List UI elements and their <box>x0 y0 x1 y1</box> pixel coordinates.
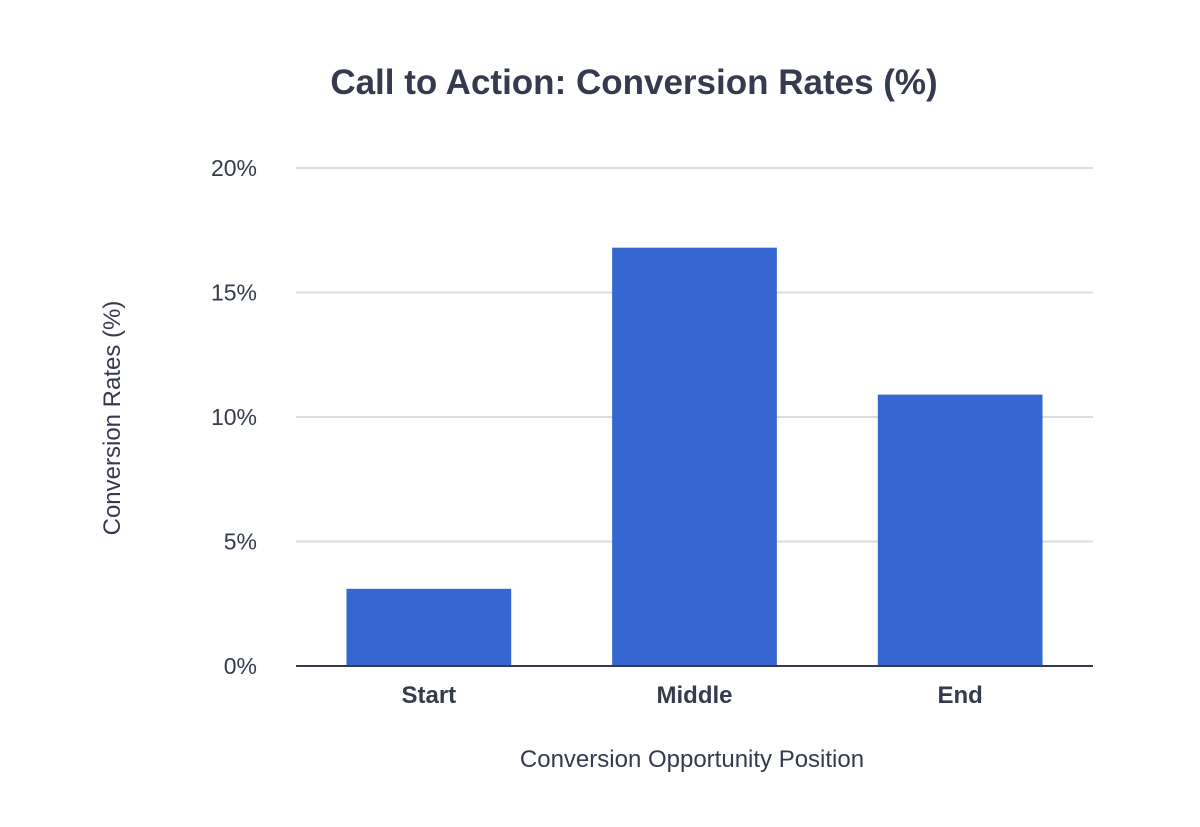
x-axis-label: Conversion Opportunity Position <box>520 746 864 773</box>
y-tick-label: 10% <box>211 404 257 430</box>
y-tick-label: 0% <box>224 653 257 679</box>
bars <box>346 247 1043 666</box>
x-axis-ticks: Start Middle End <box>401 682 982 709</box>
chart-title: Call to Action: Conversion Rates (%) <box>330 63 937 102</box>
y-tick-label: 5% <box>224 529 257 555</box>
bar-middle <box>612 247 777 666</box>
y-tick-label: 20% <box>211 155 257 181</box>
x-tick-label: End <box>938 682 983 709</box>
bar-start <box>346 588 512 666</box>
bar-end <box>877 394 1043 666</box>
x-tick-label: Start <box>401 682 456 709</box>
y-tick-label: 15% <box>211 280 257 306</box>
y-axis-label: Conversion Rates (%) <box>99 301 126 536</box>
y-axis-ticks: 0% 5% 10% 15% 20% <box>211 155 257 679</box>
x-tick-label: Middle <box>657 682 733 709</box>
